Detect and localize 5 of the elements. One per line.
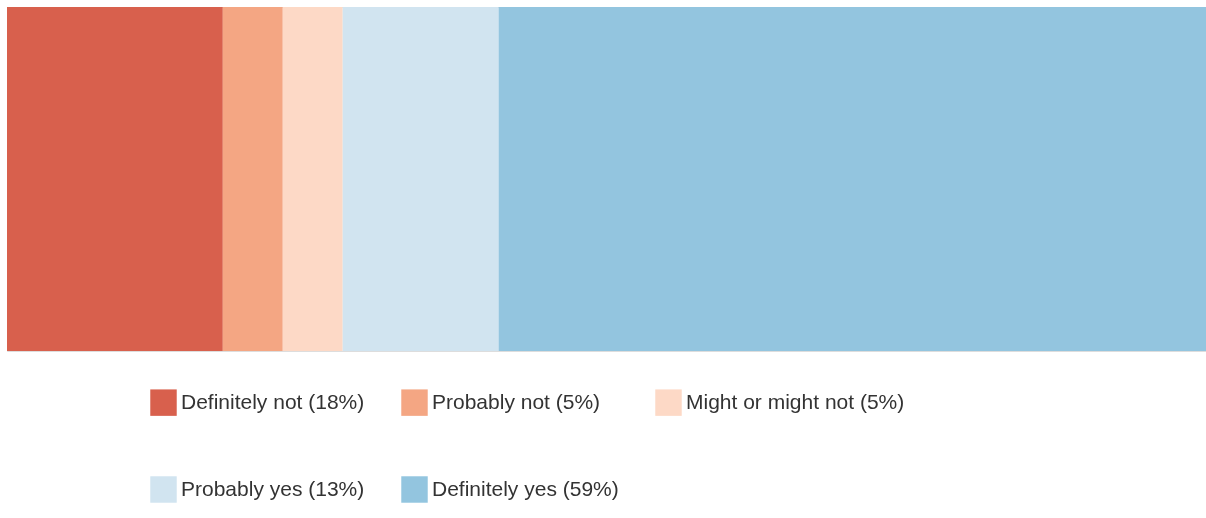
legend-label: Probably not (5%) xyxy=(432,389,601,413)
legend-label: Probably yes (13%) xyxy=(181,476,365,500)
legend-label: Might or might not (5%) xyxy=(686,389,905,413)
legend-label: Definitely yes (59%) xyxy=(432,476,619,500)
legend-label: Definitely not (18%) xyxy=(181,389,365,413)
